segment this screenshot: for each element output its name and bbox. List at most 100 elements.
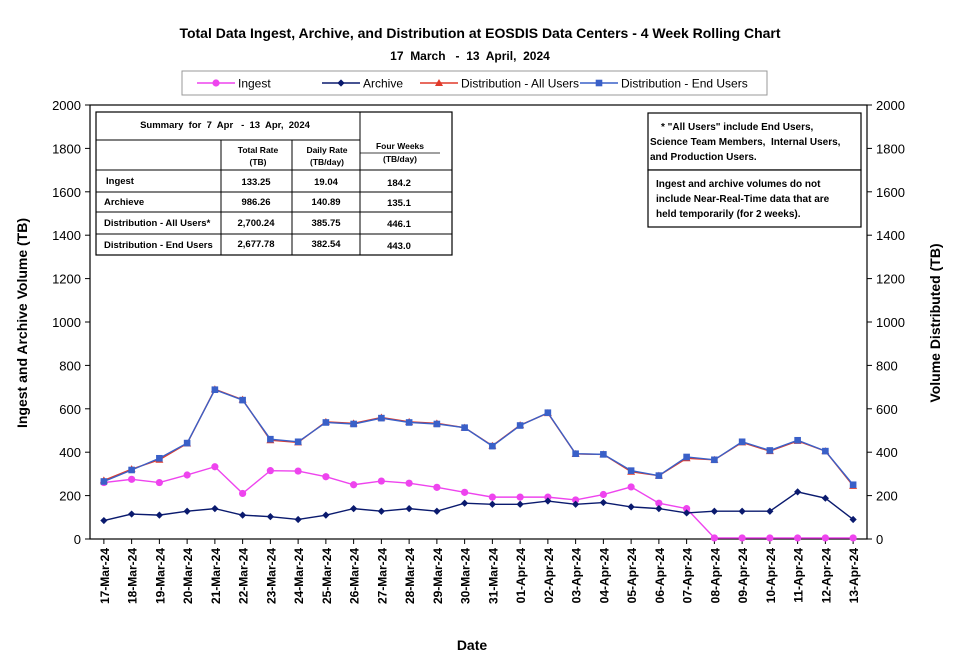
row-label: Distribution - All Users* bbox=[104, 218, 211, 229]
data-point-archive bbox=[183, 507, 191, 515]
y-tick-label-right: 1200 bbox=[876, 272, 905, 287]
x-tick-label: 05-Apr-24 bbox=[625, 548, 639, 604]
row-four: 184.2 bbox=[387, 178, 411, 189]
y-tick-label-right: 600 bbox=[876, 402, 898, 417]
legend-marker-circle bbox=[212, 79, 220, 87]
x-tick-label: 28-Mar-24 bbox=[403, 548, 417, 604]
chart-subtitle: 17 March - 13 April, 2024 bbox=[390, 49, 550, 63]
data-point-distribution-end-users bbox=[100, 478, 108, 485]
data-point-ingest bbox=[627, 483, 635, 491]
y-tick-label-left: 1200 bbox=[52, 272, 81, 287]
data-point-distribution-end-users bbox=[822, 447, 829, 455]
legend-marker-square bbox=[595, 79, 603, 87]
data-point-distribution-end-users bbox=[128, 466, 135, 474]
data-point-archive bbox=[461, 499, 469, 507]
data-point-archive bbox=[710, 507, 718, 515]
data-point-archive bbox=[683, 509, 691, 517]
col-header-daily-1: Daily Rate bbox=[306, 145, 347, 155]
x-tick-label: 09-Apr-24 bbox=[736, 548, 750, 604]
data-point-ingest bbox=[710, 534, 718, 542]
data-point-ingest bbox=[488, 493, 496, 501]
data-point-distribution-end-users bbox=[600, 451, 607, 458]
x-tick-label: 31-Mar-24 bbox=[486, 548, 500, 604]
series-layer bbox=[99, 385, 858, 542]
series-line-distribution-end-users bbox=[103, 388, 854, 486]
data-point-ingest bbox=[128, 475, 136, 483]
row-four: 135.1 bbox=[387, 198, 411, 209]
y-axis-label-right: Volume Distributed (TB) bbox=[927, 243, 943, 402]
legend-item-ingest: Ingest bbox=[197, 77, 271, 91]
data-point-archive bbox=[433, 507, 441, 515]
x-tick-label: 18-Mar-24 bbox=[126, 548, 140, 604]
chart-title: Total Data Ingest, Archive, and Distribu… bbox=[179, 25, 780, 41]
data-point-archive bbox=[599, 498, 607, 507]
data-point-ingest bbox=[294, 467, 302, 475]
series-archive bbox=[100, 488, 857, 525]
data-point-ingest bbox=[350, 481, 358, 489]
data-point-archive bbox=[655, 505, 663, 513]
data-point-distribution-end-users bbox=[738, 438, 746, 446]
data-point-distribution-end-users bbox=[183, 439, 191, 447]
row-label: Distribution - End Users bbox=[104, 240, 213, 251]
y-tick-label-left: 1600 bbox=[52, 185, 81, 200]
row-total: 2,700.24 bbox=[238, 218, 276, 229]
note-line: and Production Users. bbox=[650, 152, 757, 163]
data-point-archive bbox=[821, 494, 829, 502]
data-point-archive bbox=[738, 507, 746, 515]
y-tick-label-right: 1800 bbox=[876, 141, 905, 156]
data-point-ingest bbox=[821, 534, 829, 542]
data-point-ingest bbox=[155, 478, 163, 487]
data-point-archive bbox=[294, 515, 302, 524]
data-point-ingest bbox=[738, 534, 746, 542]
row-total: 986.26 bbox=[241, 197, 270, 208]
legend: Ingest Archive Distribution - All Users Dis… bbox=[181, 70, 768, 96]
y-tick-label-right: 800 bbox=[876, 358, 898, 373]
axes: 0 0 200 200 400 400 600 600 800 800 1000 1000 1200 12… bbox=[52, 98, 905, 604]
data-point-archive bbox=[350, 505, 358, 513]
row-daily: 382.54 bbox=[311, 239, 341, 250]
x-tick-label: 12-Apr-24 bbox=[819, 548, 833, 604]
y-tick-label-left: 1000 bbox=[52, 315, 81, 330]
note-all-users: * "All Users" include End Users, Science… bbox=[647, 112, 862, 171]
series-ingest bbox=[100, 463, 857, 542]
data-point-distribution-end-users bbox=[572, 450, 579, 458]
data-point-ingest bbox=[572, 496, 580, 504]
x-tick-label: 25-Mar-24 bbox=[320, 548, 334, 604]
row-label: Ingest bbox=[106, 176, 135, 187]
row-total: 133.25 bbox=[241, 177, 271, 188]
x-tick-label: 26-Mar-24 bbox=[348, 548, 362, 604]
x-tick-label: 10-Apr-24 bbox=[764, 548, 778, 604]
data-point-distribution-end-users bbox=[239, 396, 246, 404]
x-axis-label: Date bbox=[457, 637, 488, 653]
data-point-distribution-end-users bbox=[794, 436, 801, 444]
x-tick-label: 17-Mar-24 bbox=[98, 548, 112, 604]
data-point-archive bbox=[128, 510, 136, 518]
data-point-distribution-end-users bbox=[378, 414, 385, 422]
legend-item-distribution-all-users: Distribution - All Users bbox=[420, 77, 579, 91]
data-point-ingest bbox=[599, 490, 607, 499]
y-tick-label-left: 0 bbox=[74, 532, 81, 547]
data-point-ingest bbox=[794, 534, 802, 542]
y-tick-label-right: 1400 bbox=[876, 228, 905, 243]
data-point-archive bbox=[794, 488, 802, 496]
data-point-distribution-end-users bbox=[627, 467, 635, 474]
note-line: include Near-Real-Time data that are bbox=[656, 194, 830, 205]
row-four: 443.0 bbox=[387, 241, 411, 252]
legend-marker-diamond bbox=[337, 79, 345, 87]
x-tick-label: 07-Apr-24 bbox=[681, 548, 695, 604]
y-tick-label-left: 600 bbox=[59, 402, 81, 417]
legend-box bbox=[181, 70, 768, 96]
data-point-archive bbox=[266, 513, 274, 521]
data-point-distribution-end-users bbox=[156, 454, 163, 462]
x-tick-label: 08-Apr-24 bbox=[708, 548, 722, 604]
x-tick-label: 22-Mar-24 bbox=[237, 548, 251, 604]
data-point-archive bbox=[405, 505, 413, 513]
x-tick-label: 02-Apr-24 bbox=[542, 548, 556, 604]
row-total: 2,677.78 bbox=[238, 239, 275, 250]
data-point-archive bbox=[544, 497, 552, 505]
col-header-daily-2: (TB/day) bbox=[310, 157, 344, 167]
data-point-ingest bbox=[239, 489, 247, 498]
col-header-four-1: Four Weeks bbox=[376, 141, 424, 151]
series-distribution-end-users bbox=[100, 386, 857, 489]
y-axis-label-left: Ingest and Archive Volume (TB) bbox=[14, 218, 30, 428]
